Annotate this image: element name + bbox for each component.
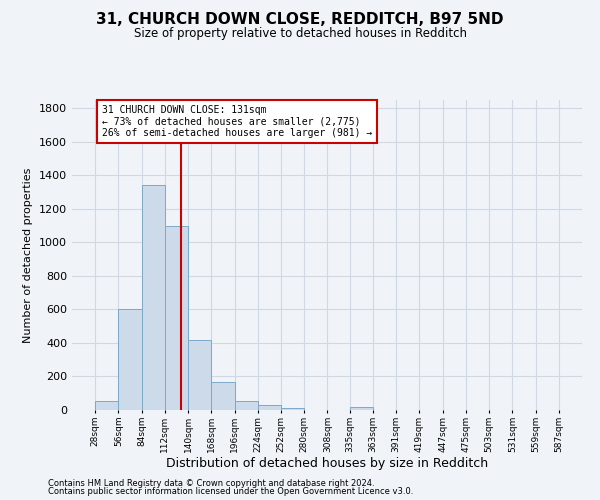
Bar bbox=[281, 408, 304, 410]
Text: Distribution of detached houses by size in Redditch: Distribution of detached houses by size … bbox=[166, 458, 488, 470]
Bar bbox=[350, 408, 373, 410]
Bar bbox=[165, 226, 188, 410]
Text: Contains HM Land Registry data © Crown copyright and database right 2024.: Contains HM Land Registry data © Crown c… bbox=[48, 478, 374, 488]
Bar bbox=[235, 401, 258, 410]
Bar bbox=[211, 382, 235, 410]
Text: 31, CHURCH DOWN CLOSE, REDDITCH, B97 5ND: 31, CHURCH DOWN CLOSE, REDDITCH, B97 5ND bbox=[96, 12, 504, 28]
Bar bbox=[95, 401, 118, 410]
Bar bbox=[118, 310, 142, 410]
Bar bbox=[188, 340, 211, 410]
Bar bbox=[142, 184, 165, 410]
Text: Contains public sector information licensed under the Open Government Licence v3: Contains public sector information licen… bbox=[48, 487, 413, 496]
Bar bbox=[258, 405, 281, 410]
Text: 31 CHURCH DOWN CLOSE: 131sqm
← 73% of detached houses are smaller (2,775)
26% of: 31 CHURCH DOWN CLOSE: 131sqm ← 73% of de… bbox=[102, 105, 372, 138]
Y-axis label: Number of detached properties: Number of detached properties bbox=[23, 168, 34, 342]
Text: Size of property relative to detached houses in Redditch: Size of property relative to detached ho… bbox=[133, 28, 467, 40]
